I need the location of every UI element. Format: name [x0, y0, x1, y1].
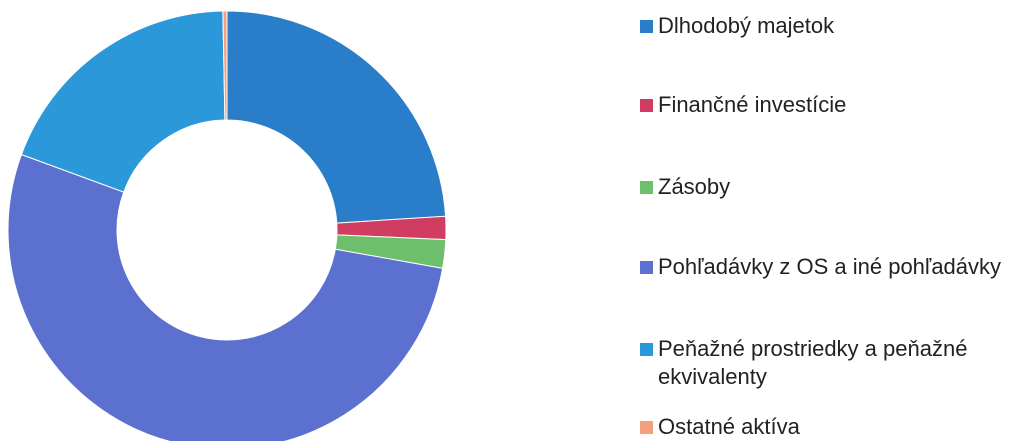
legend-item: Peňažné prostriedky a peňažné ekvivalent… [640, 335, 1030, 391]
legend-item: Finančné investície [640, 91, 1030, 119]
legend-item: Zásoby [640, 173, 1030, 201]
legend-item: Pohľadávky z OS a iné pohľadávky [640, 253, 1030, 281]
legend-label: Dlhodobý majetok [658, 13, 835, 38]
legend-swatch [640, 20, 653, 33]
legend-swatch [640, 343, 653, 356]
donut-segment [20, 10, 226, 193]
legend-item: Ostatné aktíva [640, 413, 1030, 441]
legend-swatch [640, 99, 653, 112]
legend-label: Pohľadávky z OS a iné pohľadávky [658, 254, 1002, 279]
legend-swatch [640, 421, 653, 434]
donut-segment [222, 10, 228, 121]
legend-label: Zásoby [658, 174, 731, 199]
donut-segment [7, 153, 444, 441]
legend-label: Ostatné aktíva [658, 414, 800, 439]
legend-label: Peňažné prostriedky a peňažné ekvivalent… [658, 336, 968, 389]
donut-segment [226, 10, 447, 224]
legend-item: Dlhodobý majetok [640, 12, 1030, 40]
legend-swatch [640, 181, 653, 194]
legend-swatch [640, 261, 653, 274]
legend-label: Finančné investície [658, 92, 847, 117]
